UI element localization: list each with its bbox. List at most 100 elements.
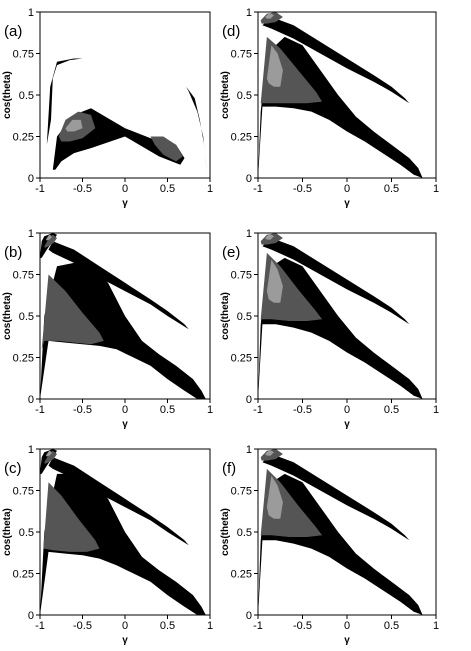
x-tick-label: 0.5 xyxy=(160,404,175,416)
heatmap-region-level-1 xyxy=(262,17,410,104)
x-tick-label: 0.5 xyxy=(160,620,175,632)
panel-label: (f) xyxy=(222,460,236,477)
y-tick-label: 1 xyxy=(246,7,252,19)
panel-label: (b) xyxy=(4,244,22,261)
heatmap-region-level-1 xyxy=(262,454,410,541)
y-tick-label: 0.5 xyxy=(19,311,34,323)
x-tick-label: -1 xyxy=(35,404,45,416)
y-tick-label: 0.25 xyxy=(13,132,34,144)
heatmap-region-level-2 xyxy=(43,482,100,552)
y-tick-label: 0.75 xyxy=(13,270,34,282)
x-axis-label: γ xyxy=(344,419,350,430)
x-tick-label: -0.5 xyxy=(73,404,92,416)
heatmap-region-level-3 xyxy=(266,259,283,303)
x-tick-label: 0 xyxy=(122,404,128,416)
x-tick-label: -0.5 xyxy=(293,404,312,416)
y-tick-label: 0.75 xyxy=(13,49,34,61)
y-tick-label: 0 xyxy=(28,394,34,406)
y-tick-label: 0.75 xyxy=(231,49,252,61)
x-tick-label: 1 xyxy=(433,183,439,195)
y-tick-label: 0.25 xyxy=(13,353,34,365)
panel-label: (c) xyxy=(4,460,22,477)
y-axis-label: cos(theta) xyxy=(2,508,13,556)
y-tick-label: 1 xyxy=(28,228,34,240)
x-tick-label: -1 xyxy=(35,183,45,195)
heatmap-region-level-2 xyxy=(260,12,283,24)
heatmap-region-level-3 xyxy=(45,234,52,241)
heatmap-regions xyxy=(46,58,208,178)
x-axis-label: γ xyxy=(122,198,128,209)
x-tick-label: -1 xyxy=(253,183,263,195)
y-tick-label: 0.25 xyxy=(13,569,34,581)
heatmap-region-level-2 xyxy=(41,274,104,350)
x-axis-label: γ xyxy=(344,198,350,209)
x-axis-label: γ xyxy=(122,419,128,430)
y-tick-label: 1 xyxy=(246,444,252,456)
y-tick-label: 0.25 xyxy=(231,353,252,365)
y-tick-label: 0 xyxy=(28,610,34,622)
panel-label: (e) xyxy=(222,244,240,261)
heatmap-regions xyxy=(40,233,206,399)
heatmap-regions xyxy=(258,449,423,615)
heatmap-region-level-2 xyxy=(260,233,283,245)
x-tick-label: 0.5 xyxy=(384,620,399,632)
x-tick-label: 0 xyxy=(344,404,350,416)
panel-f: -1 -0.5 0 0.5 1 0 0.25 0.5 0.75 1 γ cos(theta) (f) xyxy=(220,444,439,646)
heatmap-region-level-2 xyxy=(44,234,57,248)
x-tick-label: -0.5 xyxy=(293,183,312,195)
x-tick-label: 1 xyxy=(433,404,439,416)
x-tick-label: 0 xyxy=(122,183,128,195)
y-tick-label: 0.75 xyxy=(231,486,252,498)
y-tick-label: 0.5 xyxy=(237,90,252,102)
panel-c: -1 -0.5 0 0.5 1 0 0.25 0.5 0.75 1 γ cos(theta) (c) xyxy=(2,444,213,646)
y-axis-label: cos(theta) xyxy=(220,508,231,556)
x-tick-label: 0 xyxy=(122,620,128,632)
heatmap-region-level-1 xyxy=(48,241,189,330)
heatmap-region-level-1 xyxy=(40,473,206,615)
x-tick-label: -0.5 xyxy=(73,183,92,195)
y-tick-label: 0 xyxy=(246,173,252,185)
heatmap-region-level-1 xyxy=(48,457,189,546)
y-tick-label: 1 xyxy=(246,228,252,240)
y-tick-label: 0.75 xyxy=(13,486,34,498)
panel-e: -1 -0.5 0 0.5 1 0 0.25 0.5 0.75 1 γ cos(theta) (e) xyxy=(220,228,439,430)
x-tick-label: 1 xyxy=(207,183,213,195)
heatmap-region-level-1 xyxy=(186,86,208,178)
y-tick-label: 0.25 xyxy=(231,132,252,144)
x-axis-label: γ xyxy=(122,635,128,646)
panel-d: -1 -0.5 0 0.5 1 0 0.25 0.5 0.75 1 γ cos(theta) (d) xyxy=(220,7,439,209)
y-tick-label: 0.25 xyxy=(231,569,252,581)
y-tick-label: 0 xyxy=(246,610,252,622)
x-tick-label: -0.5 xyxy=(293,620,312,632)
x-tick-label: 1 xyxy=(207,404,213,416)
panel-a: -1 -0.5 0 0.5 1 0 0.25 0.5 0.75 1 γ cos(theta) (a) xyxy=(2,7,213,209)
heatmap-region-level-3 xyxy=(266,45,283,87)
heatmap-regions xyxy=(40,449,206,615)
y-tick-label: 0 xyxy=(246,394,252,406)
panel-label: (a) xyxy=(4,23,22,40)
heatmap-region-level-3 xyxy=(265,449,274,456)
heatmap-region-level-3 xyxy=(265,12,274,19)
x-tick-label: -1 xyxy=(35,620,45,632)
heatmap-region-level-1 xyxy=(262,238,410,325)
y-tick-label: 0.5 xyxy=(237,311,252,323)
x-tick-label: -0.5 xyxy=(73,620,92,632)
x-tick-label: 0.5 xyxy=(384,404,399,416)
y-tick-label: 1 xyxy=(28,444,34,456)
y-axis-label: cos(theta) xyxy=(220,71,231,119)
heatmap-region-level-3 xyxy=(65,119,83,132)
x-tick-label: 0 xyxy=(344,620,350,632)
heatmap-region-level-2 xyxy=(44,450,57,464)
heatmap-region-level-2 xyxy=(260,449,283,461)
heatmap-region-level-3 xyxy=(266,475,283,519)
y-axis-label: cos(theta) xyxy=(220,292,231,340)
x-tick-label: 1 xyxy=(433,620,439,632)
y-tick-label: 0.75 xyxy=(231,270,252,282)
panel-b: -1 -0.5 0 0.5 1 0 0.25 0.5 0.75 1 γ cos(theta) (b) xyxy=(2,228,213,430)
heatmap-region-level-2 xyxy=(150,136,183,162)
x-tick-label: -1 xyxy=(253,404,263,416)
heatmap-region-level-3 xyxy=(265,233,274,240)
y-tick-label: 1 xyxy=(28,7,34,19)
